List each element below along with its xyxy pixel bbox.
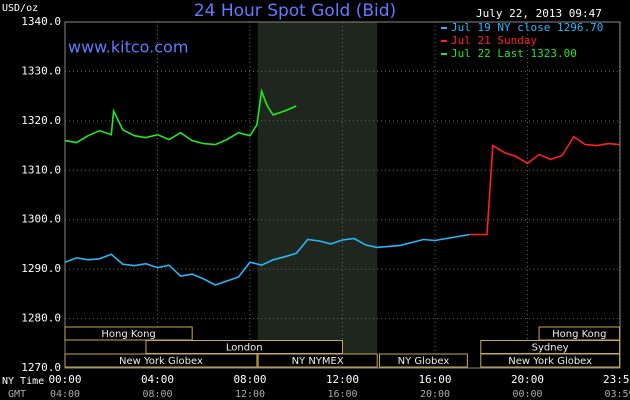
x-tick-label: 23:59 <box>603 373 630 386</box>
x2-tick-label: 12:00 <box>235 389 265 400</box>
x-tick-label: 12:00 <box>326 373 359 386</box>
legend-label: Jul 21 Sunday <box>451 34 537 47</box>
session-label: London <box>226 343 263 354</box>
y-axis-label: USD/oz <box>2 3 38 14</box>
y-tick-label: 1310.0 <box>21 163 61 176</box>
session-label: NY NYMEX <box>292 356 344 367</box>
chart-title: 24 Hour Spot Gold (Bid) <box>194 1 396 21</box>
series-line <box>469 135 620 236</box>
session-label: New York Globex <box>119 356 203 367</box>
shaded-session <box>257 22 378 368</box>
x2-tick-label: 00:00 <box>512 389 542 400</box>
session-box <box>64 326 193 341</box>
series-line <box>64 233 470 286</box>
x-tick-label: 08:00 <box>233 373 266 386</box>
x2-tick-label: 20:00 <box>420 389 450 400</box>
y-tick-label: 1320.0 <box>21 114 61 127</box>
y-tick-label: 1280.0 <box>21 312 61 325</box>
session-box <box>257 353 378 368</box>
session-box <box>64 353 258 368</box>
x2-tick-label: 16:00 <box>327 389 357 400</box>
session-box <box>379 353 468 368</box>
y-tick-label: 1330.0 <box>21 64 61 77</box>
legend-label: Jul 22 Last 1323.00 <box>451 47 577 60</box>
x-axis-label: NY Time <box>2 376 44 387</box>
session-label: Hong Kong <box>101 329 155 340</box>
x2-tick-label: 03:59 <box>604 389 630 400</box>
plot-frame <box>64 21 621 369</box>
session-label: Hong Kong <box>552 329 606 340</box>
y-tick-label: 1340.0 <box>21 15 61 28</box>
y-tick-label: 1290.0 <box>21 262 61 275</box>
x-tick-label: 20:00 <box>511 373 544 386</box>
session-box <box>480 353 621 368</box>
series-line <box>64 88 297 146</box>
y-tick-label: 1300.0 <box>21 213 61 226</box>
x2-axis-label: GMT <box>8 389 26 400</box>
x-tick-label: 00:00 <box>48 373 81 386</box>
x-tick-label: 16:00 <box>418 373 451 386</box>
timestamp: July 22, 2013 09:47 <box>476 7 602 20</box>
site-label: www.kitco.com <box>68 38 188 57</box>
session-label: Sydney <box>532 343 569 354</box>
x2-tick-label: 04:00 <box>50 389 80 400</box>
x-tick-label: 04:00 <box>141 373 174 386</box>
session-label: NY Globex <box>398 356 450 367</box>
y-tick-label: 1270.0 <box>21 361 61 374</box>
x2-tick-label: 08:00 <box>142 389 172 400</box>
session-label: New York Globex <box>508 356 592 367</box>
legend-label: Jul 19 NY close 1296.70 <box>451 21 603 34</box>
